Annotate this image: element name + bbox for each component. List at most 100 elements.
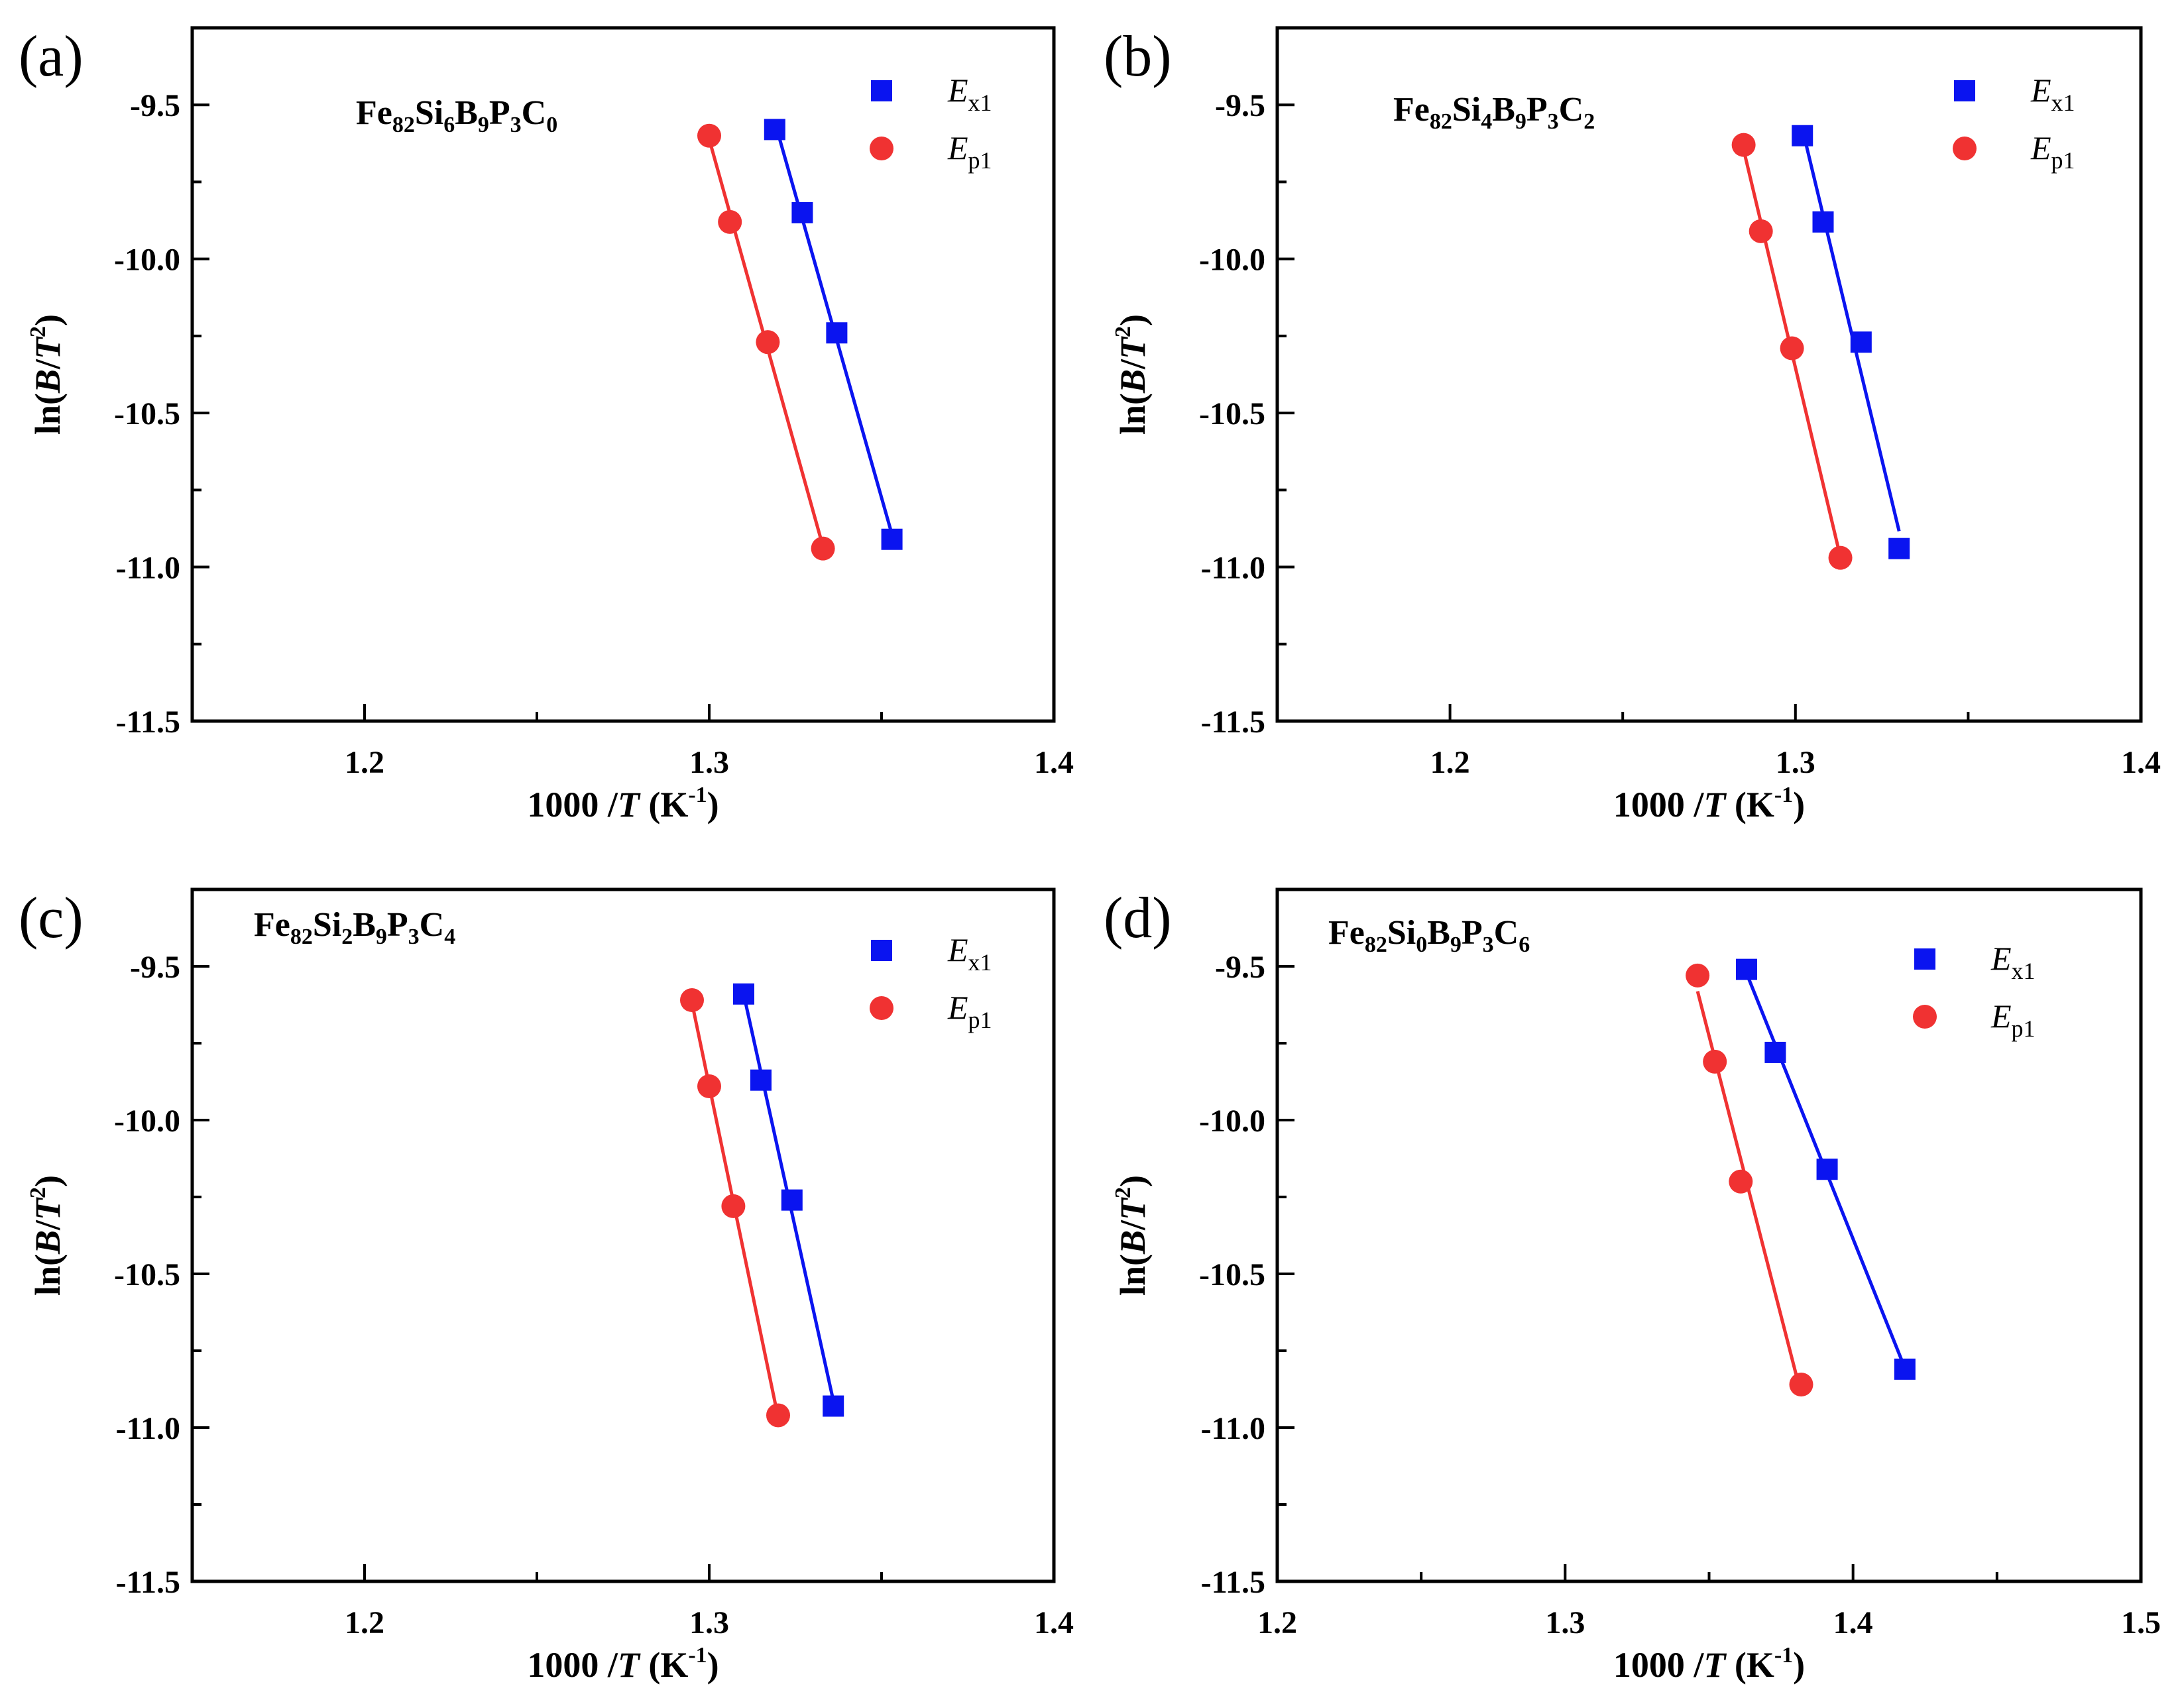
data-point-ex1 [733,983,754,1005]
x-tick-label: 1.4 [1034,1605,1074,1640]
y-tick-label: -9.5 [130,950,180,985]
composition-label: Fe82​Si4​B9​P3​C2​ [1393,91,1595,134]
data-point-ep1 [766,1403,790,1428]
y-tick-label: -10.5 [114,396,180,431]
y-tick-label: -9.5 [130,88,180,123]
data-point-ep1 [1780,336,1804,361]
legend-label: Ep1 [2030,129,2075,174]
legend-marker-circle [870,137,893,160]
composition-label: Fe82​Si0​B9​P3​C6​ [1328,914,1530,957]
data-point-ex1 [1816,1159,1838,1180]
panel-label: (d) [1104,886,1172,950]
y-tick-label: -11.5 [116,1565,180,1600]
x-tick-label: 1.2 [345,745,384,780]
data-point-ep1 [1749,219,1773,243]
x-tick-label: 1.3 [689,745,729,780]
y-axis-label: ln(B/T2) [1111,314,1153,435]
y-tick-label: -11.0 [1201,551,1265,586]
x-tick-label: 1.3 [689,1605,729,1640]
legend-label: Ep1 [947,989,992,1033]
y-axis-label: ln(B/T2) [1111,1175,1153,1296]
x-axis-label: 1000 /T (K-1) [527,1643,718,1685]
legend-label: Ex1 [2030,72,2075,116]
chart-panel-0: 1.2 1.3 1.4 -9.5 -10.0 -10.5 -11.0 -11.5 1000 /T… [19,25,1074,824]
y-tick-label: -9.5 [1215,950,1265,985]
y-tick-label: -10.5 [1199,1257,1265,1292]
data-point-ep1 [1731,133,1756,157]
data-point-ep1 [1828,545,1853,570]
y-axis-label: ln(B/T2) [26,1175,68,1296]
y-tick-label: -10.0 [114,1104,180,1139]
data-point-ep1 [718,209,742,234]
x-axis-label: 1000 /T (K-1) [1613,783,1805,824]
legend-label: Ep1 [947,129,992,174]
chart-panel-2: 1.2 1.3 1.4 -9.5 -10.0 -10.5 -11.0 -11.5 1000 /T… [19,886,1074,1685]
legend-label: Ex1 [947,72,992,116]
data-point-ex1 [823,1395,844,1417]
legend-label: Ex1 [947,931,992,976]
data-point-ex1 [764,119,785,141]
data-point-ep1 [680,988,704,1013]
plot-frame [1275,26,2143,723]
plot-frame [1275,887,2143,1583]
data-point-ep1 [756,330,780,355]
data-point-ep1 [811,536,835,561]
fit-line-ex1 [1800,128,1901,532]
legend-marker-square [1914,948,1935,970]
data-point-ex1 [826,322,848,344]
y-tick-label: -10.0 [1199,243,1265,278]
composition-label: Fe82​Si2​B9​P3​C4​ [254,906,455,949]
legend-marker-square [871,80,892,101]
y-tick-label: -11.5 [1201,1565,1265,1600]
data-point-ep1 [697,1074,721,1098]
y-tick-label: -11.5 [1201,705,1265,740]
data-point-ep1 [1729,1169,1753,1194]
x-tick-label: 1.4 [2121,745,2161,780]
legend-marker-circle [870,996,893,1020]
data-point-ex1 [1764,1041,1786,1063]
x-tick-label: 1.2 [1257,1605,1297,1640]
data-point-ex1 [881,528,903,550]
data-point-ep1 [697,123,721,148]
y-tick-label: -10.5 [1199,396,1265,431]
x-tick-label: 1.3 [1776,745,1815,780]
legend-marker-square [871,940,892,961]
x-tick-label: 1.4 [1034,745,1074,780]
plot-frame [190,887,1056,1583]
data-point-ex1 [1792,125,1813,146]
panel-label: (c) [19,886,84,950]
data-point-ep1 [721,1194,746,1218]
data-point-ep1 [1789,1373,1813,1397]
legend-marker-square [1954,80,1975,101]
y-tick-label: -9.5 [1215,88,1265,123]
chart-panel-1: 1.2 1.3 1.4 -9.5 -10.0 -10.5 -11.0 -11.5 1000 /T… [1104,25,2161,824]
y-tick-label: -11.0 [116,551,180,586]
data-point-ex1 [1888,538,1910,559]
legend-marker-circle [1913,1005,1937,1029]
composition-label: Fe82​Si6​B9​P3​C0​ [356,94,557,137]
data-point-ex1 [1735,958,1757,980]
data-point-ex1 [781,1189,803,1211]
panel-label: (b) [1104,25,1172,89]
legend-label: Ep1 [1990,997,2036,1042]
y-axis-label: ln(B/T2) [26,314,68,435]
plot-frame [190,26,1056,723]
x-axis-label: 1000 /T (K-1) [527,783,718,824]
legend-marker-circle [1953,137,1977,160]
x-tick-label: 1.2 [345,1605,384,1640]
chart-panel-3: 1.2 1.3 1.4 1.5 -9.5 -10.0 -10.5 -11.0 -11.5 1000… [1104,886,2161,1685]
y-tick-label: -10.0 [114,243,180,278]
data-point-ex1 [1850,331,1872,353]
data-point-ex1 [1812,211,1834,233]
y-tick-label: -10.0 [1199,1104,1265,1139]
y-tick-label: -11.0 [1201,1411,1265,1446]
x-tick-label: 1.5 [2121,1605,2161,1640]
x-tick-label: 1.4 [1833,1605,1873,1640]
data-point-ex1 [750,1069,772,1091]
y-tick-label: -11.5 [116,705,180,740]
y-tick-label: -11.0 [116,1411,180,1446]
x-axis-label: 1000 /T (K-1) [1613,1643,1805,1685]
x-tick-label: 1.2 [1430,745,1470,780]
data-point-ex1 [1894,1358,1916,1380]
